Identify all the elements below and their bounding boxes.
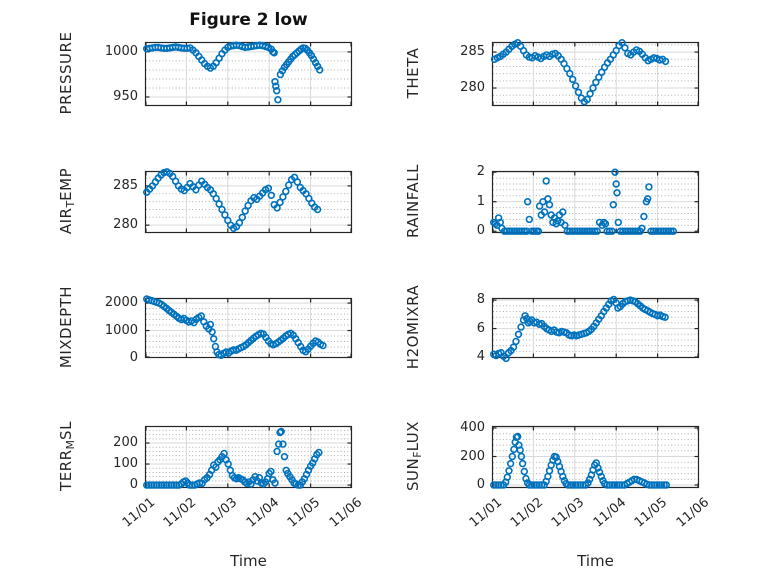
xtick-label: 11/02 <box>160 495 200 531</box>
minor-grid <box>493 44 698 103</box>
minor-grid <box>146 60 351 89</box>
subplot-air_temp <box>142 168 353 234</box>
major-grid <box>492 171 699 233</box>
y-axis-label-terr_msl: TERRMSL <box>57 421 77 491</box>
xtick-label: 11/05 <box>631 495 671 531</box>
ytick-label-mixdepth: 0 <box>129 350 138 365</box>
xtick-label: 11/01 <box>119 495 158 531</box>
ytick-label-terr_msl: 100 <box>113 456 138 472</box>
ytick-label-terr_msl: 0 <box>129 477 138 493</box>
scatter-points <box>142 41 324 104</box>
xtick-label: 11/01 <box>466 495 505 531</box>
xtick-label: 11/04 <box>243 495 282 531</box>
axes-box <box>144 297 353 359</box>
subplot-theta <box>490 38 700 107</box>
minor-grid <box>493 305 698 352</box>
ytick-label-theta: 285 <box>460 44 485 60</box>
axes-box <box>491 297 700 359</box>
major-grid <box>145 171 352 233</box>
ytick-label-h2omixra: 8 <box>476 292 485 308</box>
major-grid <box>145 42 352 106</box>
ytick-label-h2omixra: 6 <box>476 320 485 336</box>
ytick-label-pressure: 950 <box>113 88 138 104</box>
scatter-points <box>142 168 322 232</box>
major-grid <box>145 298 352 358</box>
scatter-points <box>142 295 327 359</box>
xtick-label: 11/06 <box>673 495 712 531</box>
scatter-points <box>490 38 670 106</box>
scatter-points <box>489 432 671 489</box>
subplot-rainfall <box>489 168 700 235</box>
subplot-mixdepth <box>142 295 353 359</box>
subplot-h2omixra <box>489 295 700 363</box>
ytick-label-air_temp: 285 <box>113 177 138 193</box>
ytick-label-mixdepth: 1000 <box>104 322 138 338</box>
y-axis-label-sun_flux: SUNFLUX <box>404 421 424 491</box>
ytick-label-terr_msl: 200 <box>113 435 138 451</box>
scatter-points <box>489 168 678 235</box>
figure-title: Figure 2 low <box>189 10 308 30</box>
ytick-label-pressure: 1000 <box>104 43 138 59</box>
xtick-label: 11/06 <box>326 495 365 531</box>
subplot-pressure <box>142 41 353 107</box>
xtick-label: 11/05 <box>284 495 324 531</box>
xtick-label: 11/03 <box>202 495 241 531</box>
minor-grid <box>493 177 698 226</box>
x-axis-label-right: Time <box>577 552 614 570</box>
ytick-label-mixdepth: 2000 <box>104 295 138 311</box>
ytick-label-rainfall: 2 <box>476 164 485 180</box>
xtick-label: 11/02 <box>507 495 547 531</box>
scatter-points <box>142 427 323 489</box>
ytick-label-sun_flux: 400 <box>460 419 485 435</box>
ytick-label-sun_flux: 200 <box>460 448 485 464</box>
ytick-label-sun_flux: 0 <box>476 477 485 492</box>
subplot-sun_flux <box>489 425 700 489</box>
x-axis-label-left: Time <box>230 552 267 570</box>
ytick-label-rainfall: 0 <box>476 223 485 239</box>
ytick-label-h2omixra: 4 <box>476 349 485 364</box>
ytick-label-rainfall: 1 <box>476 193 485 209</box>
ytick-label-theta: 280 <box>460 80 485 96</box>
scatter-points <box>489 295 669 363</box>
xtick-label: 11/04 <box>590 495 629 531</box>
subplot-terr_msl <box>142 425 353 489</box>
ytick-label-air_temp: 280 <box>113 217 138 233</box>
xtick-label: 11/03 <box>549 495 588 531</box>
